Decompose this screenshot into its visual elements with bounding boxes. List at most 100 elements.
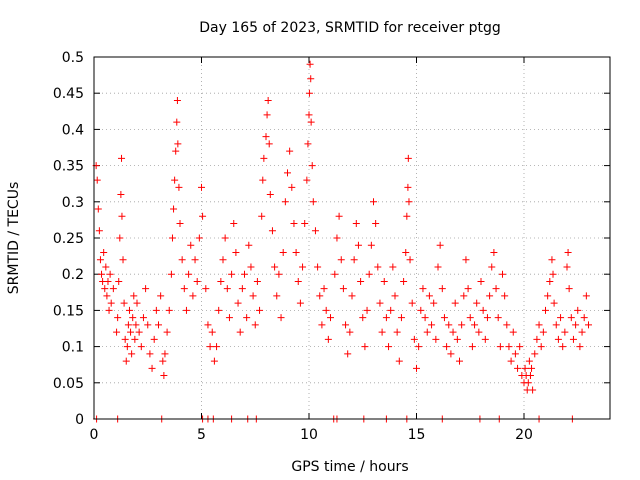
data-point-marker: [348, 292, 356, 300]
data-point-marker: [132, 321, 140, 329]
data-point-marker: [357, 277, 365, 285]
data-point-marker: [509, 328, 517, 336]
data-point-marker: [309, 198, 317, 206]
data-point-marker: [344, 350, 352, 358]
data-point-marker: [569, 335, 577, 343]
data-point-marker: [404, 154, 412, 162]
data-point-marker: [550, 299, 558, 307]
data-point-marker: [121, 335, 129, 343]
data-point-marker: [104, 277, 112, 285]
data-point-marker: [307, 75, 315, 83]
data-point-marker: [264, 96, 272, 104]
data-point-marker: [120, 299, 128, 307]
data-point-marker: [199, 212, 207, 220]
data-point-marker: [241, 270, 248, 278]
data-point-marker: [195, 234, 203, 242]
data-point-marker: [456, 357, 463, 365]
axis-ticks: 0 0.05 0.1 0.15 0.2 0.25 0.3 0.35 0.4 0.45 0.5 0 5 10…: [53, 50, 610, 443]
data-point-marker: [535, 321, 543, 329]
data-point-marker: [263, 111, 271, 119]
data-point-marker: [466, 314, 474, 322]
y-tick-label: 0.35: [53, 159, 84, 175]
data-point-marker: [557, 314, 565, 322]
data-point-marker: [292, 248, 300, 256]
y-tick-label: 0.15: [53, 303, 84, 319]
data-point-marker: [542, 306, 549, 314]
data-point-marker: [539, 328, 547, 336]
data-point-marker: [419, 285, 427, 293]
data-point-marker: [157, 292, 165, 300]
data-point-marker: [167, 270, 175, 278]
data-point-marker: [438, 285, 446, 293]
data-point-marker: [507, 357, 515, 365]
data-point-marker: [434, 263, 442, 271]
data-point-marker: [130, 292, 138, 300]
data-point-marker: [94, 205, 102, 213]
data-point-marker: [395, 357, 403, 365]
data-point-marker: [496, 343, 504, 351]
y-tick-label: 0.4: [62, 122, 84, 138]
data-point-marker: [168, 234, 176, 242]
data-point-marker: [561, 328, 569, 336]
data-point-marker: [503, 321, 511, 329]
data-point-marker: [363, 306, 371, 314]
data-point-marker: [142, 285, 150, 293]
data-point-marker: [565, 285, 573, 293]
data-point-marker: [316, 292, 324, 300]
data-point-marker: [514, 364, 522, 372]
data-point-marker: [299, 263, 307, 271]
data-point-marker: [521, 364, 529, 372]
data-point-marker: [546, 277, 554, 285]
data-point-marker: [249, 292, 257, 300]
data-point-marker: [234, 299, 242, 307]
data-point-marker: [531, 350, 539, 358]
data-point-marker: [382, 314, 390, 322]
data-point-marker: [346, 328, 354, 336]
data-point-marker: [458, 321, 466, 329]
data-point-marker: [574, 306, 582, 314]
data-point-marker: [163, 328, 171, 336]
data-point-marker: [160, 372, 168, 380]
data-point-marker: [119, 256, 127, 264]
data-point-marker: [265, 140, 273, 148]
data-point-marker: [170, 205, 178, 213]
data-point-marker: [117, 191, 125, 199]
data-point-marker: [260, 154, 268, 162]
data-point-marker: [415, 343, 423, 351]
data-point-marker: [225, 314, 233, 322]
data-point-marker: [387, 306, 395, 314]
data-point-marker: [505, 343, 513, 351]
y-tick-label: 0.3: [62, 195, 84, 211]
data-point-marker: [288, 183, 296, 191]
data-point-marker: [564, 248, 572, 256]
data-point-marker: [198, 183, 205, 191]
data-point-marker: [477, 277, 485, 285]
data-point-marker: [296, 299, 304, 307]
data-point-marker: [361, 343, 369, 351]
x-tick-label: 10: [300, 427, 318, 443]
data-point-marker: [524, 379, 532, 387]
x-tick-label: 0: [90, 427, 99, 443]
y-tick-label: 0.5: [62, 50, 84, 66]
data-point-marker: [311, 227, 319, 235]
y-tick-label: 0.1: [62, 340, 84, 356]
data-point-marker: [286, 147, 294, 155]
data-point-marker: [354, 241, 362, 249]
data-point-marker: [189, 292, 197, 300]
data-point-marker: [582, 292, 590, 300]
data-point-marker: [115, 277, 123, 285]
data-point-marker: [275, 270, 283, 278]
data-point-marker: [304, 140, 312, 148]
data-point-marker: [464, 285, 472, 293]
data-point-marker: [473, 299, 481, 307]
data-point-marker: [165, 306, 173, 314]
data-point-marker: [479, 306, 487, 314]
data-point-marker: [93, 176, 101, 184]
data-point-marker: [528, 364, 536, 372]
data-point-marker: [554, 335, 562, 343]
data-point-marker: [481, 335, 489, 343]
data-point-marker: [462, 256, 470, 264]
data-point-marker: [105, 306, 113, 314]
data-point-marker: [208, 328, 216, 336]
